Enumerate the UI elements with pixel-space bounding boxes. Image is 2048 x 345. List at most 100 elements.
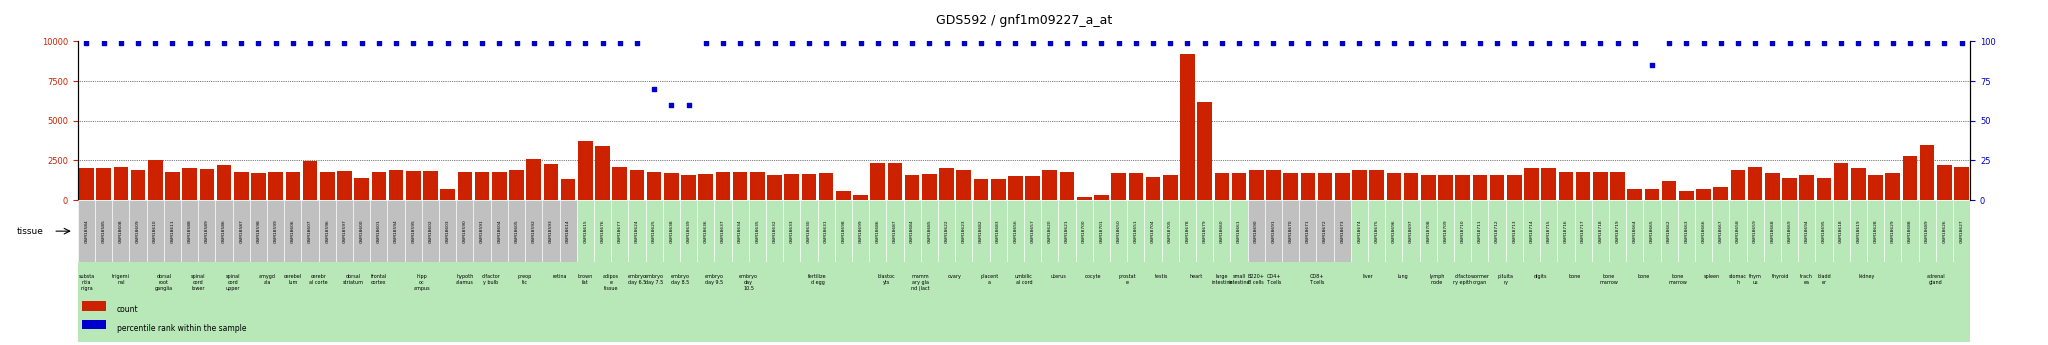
Text: GSM18591: GSM18591 (479, 219, 483, 243)
Text: retina: retina (553, 274, 567, 279)
Bar (510, 170, 524, 200)
Text: substa
ntia
nigra: substa ntia nigra (78, 274, 94, 291)
Point (346, 40, 379, 46)
Bar (1454, 200, 1470, 262)
Text: GSM18671: GSM18671 (1307, 219, 1311, 243)
Text: GSM18666: GSM18666 (1702, 219, 1706, 243)
Bar (319, 171, 334, 200)
Bar (1059, 172, 1075, 200)
Text: GSM18588: GSM18588 (188, 219, 193, 243)
Point (690, 40, 723, 46)
Text: count: count (117, 305, 139, 314)
Text: GSM18658: GSM18658 (1737, 219, 1741, 243)
Text: bone: bone (1636, 274, 1649, 279)
Text: GSM18714: GSM18714 (1530, 219, 1534, 243)
Text: GSM18682: GSM18682 (979, 219, 983, 243)
Bar (1384, 200, 1403, 262)
Point (156, 40, 188, 46)
Point (1309, 40, 1341, 46)
Text: digits: digits (1534, 274, 1546, 279)
Text: GSM18663: GSM18663 (1683, 219, 1688, 243)
Text: testis: testis (1155, 274, 1167, 279)
Bar (1249, 170, 1264, 200)
Bar (475, 171, 489, 200)
Bar (371, 200, 387, 262)
Bar (1833, 200, 1849, 262)
Bar (1696, 200, 1712, 262)
Bar (371, 172, 387, 200)
Bar (1403, 200, 1419, 262)
Text: GSM18603: GSM18603 (446, 219, 451, 243)
Text: lymph
node: lymph node (1430, 274, 1444, 285)
Point (1411, 40, 1444, 46)
Point (844, 40, 877, 46)
Bar (1075, 200, 1094, 262)
Text: GSM18672: GSM18672 (1323, 219, 1327, 243)
Bar (852, 200, 868, 262)
Bar (338, 171, 352, 200)
Point (1946, 40, 1978, 46)
Point (1137, 40, 1169, 46)
Bar (457, 171, 473, 200)
Text: GSM18711: GSM18711 (1479, 219, 1483, 243)
Bar (1556, 200, 1575, 262)
Text: GSM18621: GSM18621 (1065, 219, 1069, 243)
Bar (1282, 200, 1298, 262)
Bar (1145, 200, 1161, 262)
Text: GSM18618: GSM18618 (1839, 219, 1843, 243)
Bar (336, 200, 352, 262)
Bar (492, 200, 508, 262)
Text: trach
ea: trach ea (1800, 274, 1812, 285)
Text: prostat
e: prostat e (1118, 274, 1137, 285)
Bar (1370, 170, 1384, 200)
Text: GSM18677: GSM18677 (618, 219, 623, 243)
Text: GSM18699: GSM18699 (858, 219, 862, 243)
Bar (1868, 200, 1884, 262)
Bar (1559, 171, 1573, 200)
Bar (285, 200, 301, 262)
Bar (129, 200, 147, 262)
Point (723, 40, 756, 46)
Bar (543, 164, 559, 200)
Point (621, 40, 653, 46)
Bar (1266, 200, 1282, 262)
Point (1790, 40, 1823, 46)
Text: adrenal
gland: adrenal gland (1927, 274, 1946, 285)
Bar (1438, 175, 1452, 200)
Bar (1626, 200, 1642, 262)
Point (965, 40, 997, 46)
Point (1774, 40, 1806, 46)
Text: GSM18710: GSM18710 (1460, 219, 1464, 243)
Text: GSM18629: GSM18629 (1890, 219, 1894, 243)
Text: GSM18607: GSM18607 (307, 219, 311, 243)
Text: GSM18697: GSM18697 (1409, 219, 1413, 243)
Bar (887, 163, 903, 200)
Text: GSM18687: GSM18687 (893, 219, 897, 243)
Bar (887, 200, 903, 262)
Text: GSM18601: GSM18601 (377, 219, 381, 243)
Text: GSM18650: GSM18650 (1116, 219, 1120, 243)
Bar (1868, 175, 1882, 200)
Bar (938, 200, 954, 262)
Text: small
intestine: small intestine (1229, 274, 1249, 285)
Text: GSM18608: GSM18608 (119, 219, 123, 243)
Text: GSM18587: GSM18587 (240, 219, 244, 243)
Point (1567, 40, 1599, 46)
Bar (82, 301, 106, 310)
Bar (1231, 173, 1247, 200)
Point (1583, 40, 1616, 46)
Point (637, 86, 670, 92)
Point (397, 40, 430, 46)
Text: GSM18627: GSM18627 (1960, 219, 1964, 243)
Bar (559, 200, 578, 262)
Bar (1126, 200, 1145, 262)
Text: GSM18600: GSM18600 (360, 219, 365, 243)
Bar (784, 174, 799, 200)
Text: heart: heart (1190, 274, 1202, 279)
Text: GSM18651: GSM18651 (1135, 219, 1139, 243)
Bar (1094, 195, 1108, 200)
Bar (524, 200, 543, 262)
Text: embryo
day 6.5: embryo day 6.5 (627, 274, 647, 285)
Text: GSM18614: GSM18614 (565, 219, 569, 243)
Bar (801, 200, 817, 262)
